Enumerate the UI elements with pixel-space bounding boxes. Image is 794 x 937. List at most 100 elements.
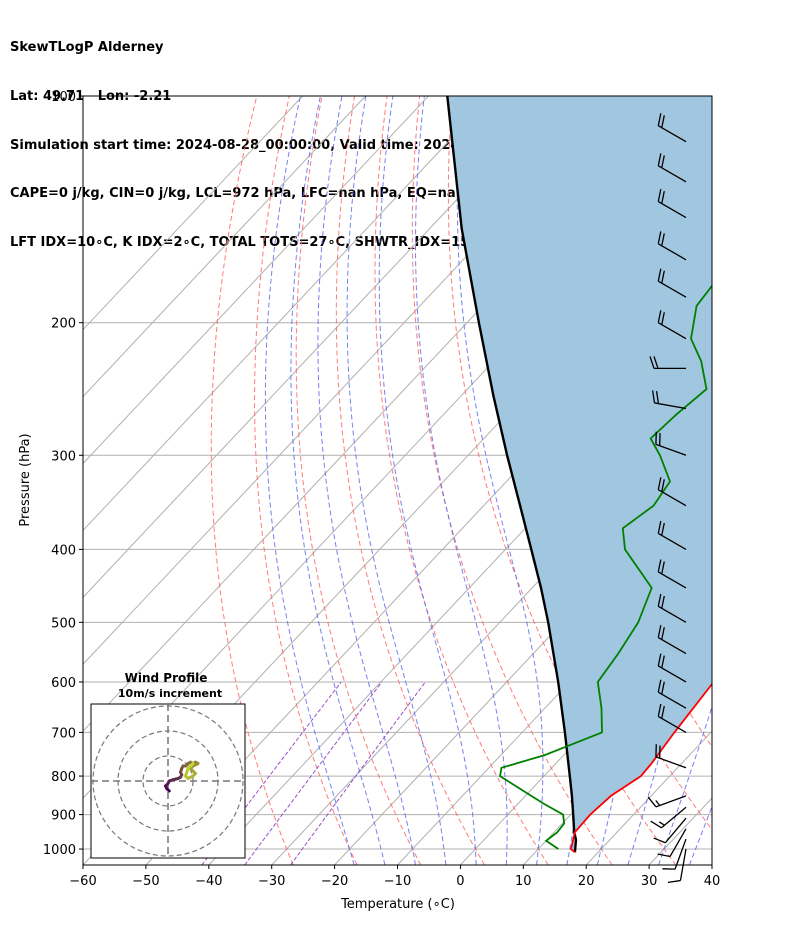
wind-barb: [657, 520, 687, 550]
hodograph-segment: [189, 762, 195, 768]
barb-flag: [657, 593, 662, 607]
dry-adiabat: [295, 96, 422, 865]
inset-title: Wind Profile: [125, 671, 208, 685]
barb-flag: [661, 681, 665, 695]
barb-flag: [657, 310, 662, 323]
wind-barb: [657, 653, 687, 683]
barb-half-flag: [655, 800, 661, 806]
isotherm: [145, 262, 712, 865]
moist-adiabat: [317, 96, 416, 865]
wind-barb: [657, 153, 687, 183]
barb-flag: [657, 625, 662, 638]
station-title: SkewTLogP Alderney: [10, 40, 164, 56]
barb-staff: [669, 828, 687, 857]
barb-flag: [661, 705, 665, 719]
barb-flag: [661, 233, 665, 246]
profile-series: [446, 96, 712, 853]
isotherm: [585, 730, 712, 865]
barb-staff: [657, 665, 687, 683]
barb-flag: [661, 312, 665, 325]
x-tick-label: −40: [195, 874, 222, 889]
barb-flag: [650, 820, 662, 829]
x-axis-label: Temperature (∘C): [340, 897, 455, 912]
x-tick-label: −60: [69, 874, 96, 889]
barb-flag: [657, 188, 662, 202]
barb-flag: [657, 559, 662, 573]
barb-staff: [661, 806, 687, 829]
x-tick-label: −10: [384, 874, 411, 889]
barb-staff: [657, 571, 687, 589]
wind-barb: [657, 188, 687, 219]
wind-barb: [662, 838, 687, 870]
y-tick-label: 600: [51, 676, 76, 691]
moist-adiabat: [720, 79, 794, 865]
barb-staff: [655, 443, 687, 456]
wind-barb: [650, 806, 687, 829]
barb-staff: [674, 838, 687, 870]
barb-staff: [657, 243, 687, 261]
wind-barb: [647, 795, 687, 808]
y-tick-label: 900: [51, 809, 76, 824]
wind-barb: [657, 828, 687, 858]
mixing-ratio-line: [244, 681, 383, 865]
x-tick-label: −50: [132, 874, 159, 889]
barb-staff: [654, 402, 687, 410]
isotherm: [397, 529, 712, 865]
barb-flag: [661, 655, 665, 669]
barb-flag: [661, 595, 665, 609]
parcel-shading: [447, 96, 712, 853]
wind-barb: [657, 477, 687, 507]
dry-adiabat: [254, 96, 358, 865]
mixing-ratio-line: [290, 681, 426, 865]
wind-barbs: [647, 113, 687, 884]
x-tick-label: −30: [258, 874, 285, 889]
moist-adiabat: [415, 96, 508, 865]
barb-staff: [657, 125, 687, 143]
barb-flag: [661, 190, 665, 204]
dry-adiabat: [745, 96, 794, 865]
isotherm: [83, 96, 304, 331]
barb-flag: [655, 391, 660, 404]
barb-flag: [661, 270, 665, 284]
x-tick-label: 40: [704, 874, 721, 889]
x-tick-label: −20: [321, 874, 348, 889]
barb-staff: [657, 605, 687, 623]
inset-subtitle: 10m/s increment: [118, 687, 222, 700]
y-tick-label: 300: [51, 449, 76, 464]
isotherm: [775, 96, 794, 865]
dry-adiabat: [447, 96, 677, 865]
dewpoint-line: [499, 226, 712, 850]
wind-barb: [657, 113, 687, 143]
barb-flag: [661, 522, 665, 536]
moist-adiabat: [658, 705, 712, 865]
y-tick-label: 700: [51, 726, 76, 741]
wind-barb: [653, 817, 687, 844]
y-tick-label: 800: [51, 770, 76, 785]
dry-adiabat: [210, 96, 294, 865]
y-tick-label: 500: [51, 616, 76, 631]
barb-flag: [657, 520, 662, 534]
barb-flag: [651, 390, 656, 404]
isotherm: [711, 864, 712, 865]
barb-staff: [664, 817, 687, 844]
dry-adiabat: [335, 96, 485, 865]
barb-staff: [657, 200, 687, 219]
wind-barb: [657, 559, 687, 589]
barb-flag: [657, 231, 662, 244]
barb-staff: [657, 165, 687, 183]
dry-adiabat: [374, 96, 549, 865]
barb-flag: [657, 153, 662, 166]
wind-barb: [657, 231, 687, 261]
moist-adiabat: [290, 96, 386, 865]
y-tick-label: 400: [51, 543, 76, 558]
barb-flag: [657, 113, 662, 126]
index-parameters: LFT IDX=10∘C, K IDX=2∘C, TOTAL TOTS=27∘C…: [10, 234, 487, 250]
barb-flag: [661, 627, 665, 640]
barb-flag: [657, 653, 662, 667]
wind-barb: [655, 744, 687, 769]
barb-staff: [657, 691, 687, 709]
wind-barb: [657, 679, 687, 709]
barb-half-flag: [658, 821, 665, 826]
isotherm: [83, 96, 555, 599]
